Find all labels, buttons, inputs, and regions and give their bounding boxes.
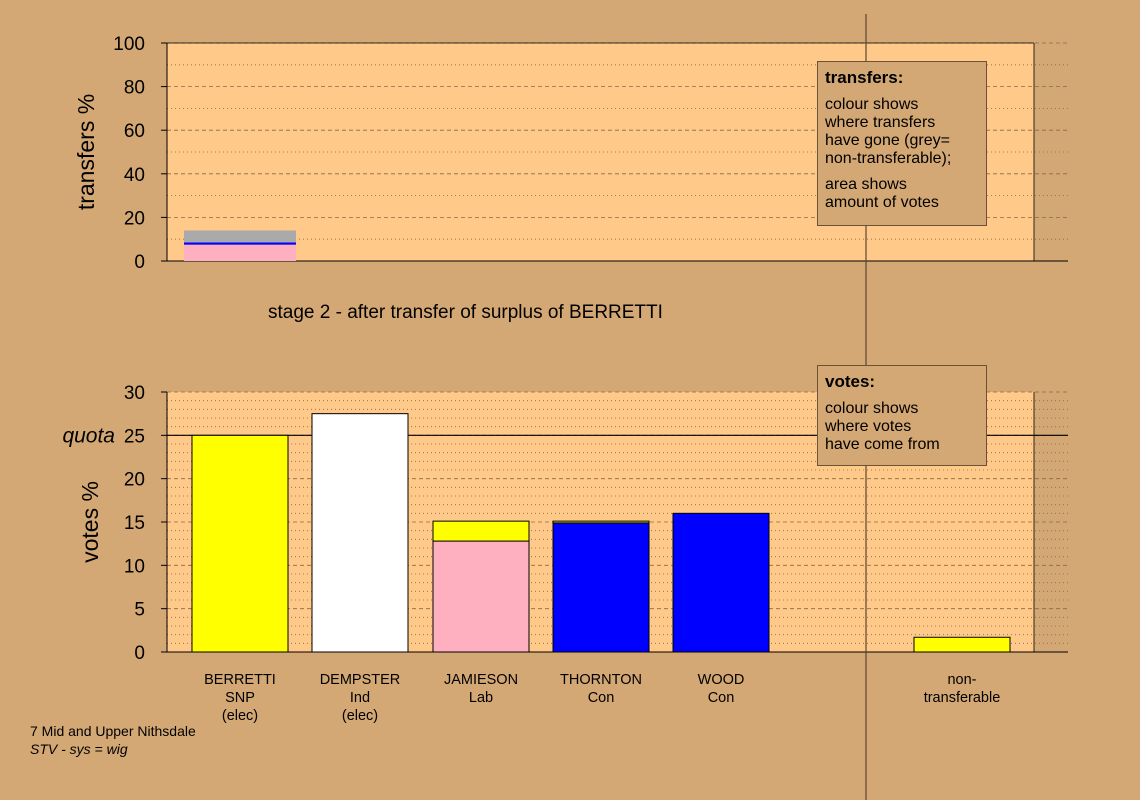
- votes-category-label: (elec): [342, 708, 378, 724]
- transfers-legend-line2: area shows amount of votes: [825, 176, 939, 211]
- votes-category-label: JAMIESON: [444, 672, 518, 688]
- transfers-y-tick-label: 0: [134, 252, 145, 273]
- transfers-bar-segment: [184, 244, 296, 261]
- votes-y-tick-label: 10: [124, 556, 145, 577]
- votes-category-label: Con: [708, 690, 735, 706]
- votes-legend: votes: colour shows where votes have com…: [817, 365, 987, 466]
- votes-category-label: THORNTON: [560, 672, 642, 688]
- votes-y-tick-label: 25: [124, 426, 145, 447]
- votes-category-label: DEMPSTER: [320, 672, 401, 688]
- quota-label: quota: [62, 424, 115, 447]
- transfers-y-tick-label: 40: [124, 165, 145, 186]
- votes-category-label: transferable: [924, 690, 1001, 706]
- votes-y-tick-label: 30: [124, 383, 145, 404]
- transfers-y-tick-label: 20: [124, 208, 145, 229]
- votes-bar-segment: [191, 434, 289, 653]
- votes-category-label: (elec): [222, 708, 258, 724]
- footer: 7 Mid and Upper Nithsdale STV - sys = wi…: [30, 722, 196, 758]
- votes-category-label: WOOD: [698, 672, 745, 688]
- stage-title: stage 2 - after transfer of surplus of B…: [268, 302, 663, 323]
- votes-category-label: BERRETTI: [204, 672, 276, 688]
- transfers-y-axis-label: transfers %: [73, 94, 99, 210]
- votes-bar-segment: [311, 413, 409, 653]
- transfers-y-tick-label: 60: [124, 121, 145, 142]
- votes-bar-segment: [552, 520, 650, 524]
- votes-y-tick-label: 5: [134, 600, 145, 621]
- transfers-y-tick-label: 80: [124, 78, 145, 99]
- transfers-bar-segment: [184, 242, 296, 245]
- transfers-y-tick-label: 100: [113, 34, 145, 55]
- votes-category-label: non-: [947, 672, 976, 688]
- transfers-bar-segment: [184, 230, 296, 243]
- transfers-legend-title: transfers:: [825, 68, 904, 87]
- votes-category-label: Lab: [469, 690, 493, 706]
- votes-y-tick-label: 20: [124, 470, 145, 491]
- transfers-legend-line1: colour shows where transfers have gone (…: [825, 96, 952, 167]
- votes-category-label: Con: [588, 690, 615, 706]
- votes-bar-segment: [432, 540, 530, 653]
- votes-bar-segment: [552, 522, 650, 653]
- transfers-legend: transfers: colour shows where transfers …: [817, 61, 987, 226]
- system-label: STV - sys = wig: [30, 741, 128, 757]
- votes-y-axis-label: votes %: [77, 481, 103, 563]
- votes-category-label: Ind: [350, 690, 370, 706]
- votes-y-tick-label: 15: [124, 513, 145, 534]
- votes-bar-segment: [913, 636, 1011, 653]
- votes-bar-segment: [432, 520, 530, 542]
- votes-y-tick-label: 0: [134, 643, 145, 664]
- votes-category-label: SNP: [225, 690, 255, 706]
- ward-name: 7 Mid and Upper Nithsdale: [30, 723, 196, 739]
- votes-bar-segment: [672, 512, 770, 653]
- votes-legend-line1: colour shows where votes have come from: [825, 400, 940, 453]
- votes-legend-title: votes:: [825, 372, 876, 391]
